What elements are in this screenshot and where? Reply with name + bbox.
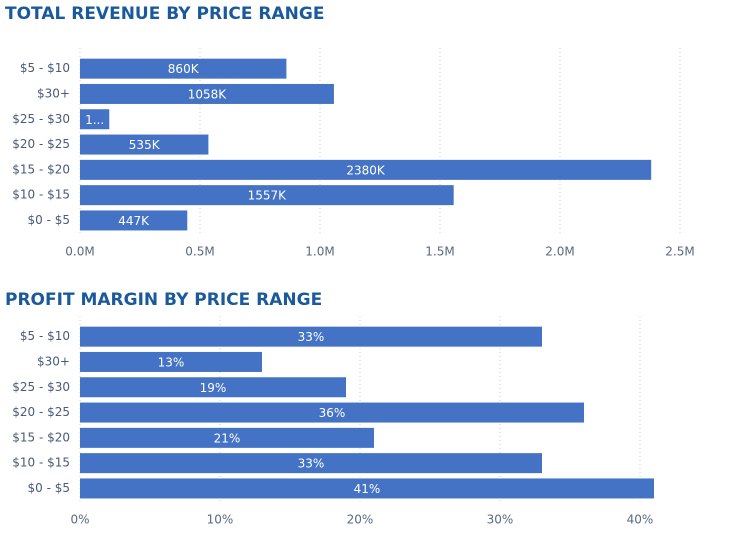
category-label: $25 - $30 (12, 380, 70, 394)
category-label: $5 - $10 (20, 61, 70, 75)
bar (80, 185, 454, 206)
x-tick-label: 10% (207, 513, 234, 527)
x-tick-label: 0.0M (65, 245, 94, 259)
x-tick-label: 0.5M (185, 245, 214, 259)
bar (80, 210, 188, 231)
chart-title: TOTAL REVENUE BY PRICE RANGE (5, 4, 324, 24)
value-label: 1058K (188, 87, 228, 101)
category-label: $10 - $15 (12, 456, 70, 470)
value-label: 19% (200, 381, 227, 395)
bar (80, 453, 542, 474)
bar (80, 427, 374, 448)
category-label: $20 - $25 (12, 137, 70, 151)
bar (80, 351, 262, 372)
bar (80, 109, 110, 130)
chart-title: PROFIT MARGIN BY PRICE RANGE (5, 290, 322, 310)
category-label: $15 - $20 (12, 162, 70, 176)
value-label: 33% (298, 330, 325, 344)
category-label: $15 - $20 (12, 430, 70, 444)
bar (80, 402, 584, 423)
value-label: 535K (129, 138, 161, 152)
x-tick-label: 1.0M (305, 245, 334, 259)
bar (80, 159, 652, 180)
value-label: 2380K (346, 163, 386, 177)
value-label: 36% (319, 406, 346, 420)
category-label: $30+ (37, 354, 70, 368)
bar (80, 83, 334, 104)
x-tick-label: 30% (487, 513, 514, 527)
value-label: 33% (298, 457, 325, 471)
value-label: 1... (85, 113, 104, 127)
value-label: 41% (354, 482, 381, 496)
category-label: $20 - $25 (12, 405, 70, 419)
category-label: $0 - $5 (28, 213, 71, 227)
x-tick-label: 20% (347, 513, 374, 527)
bar (80, 377, 346, 398)
value-label: 860K (168, 62, 200, 76)
value-label: 13% (158, 355, 185, 369)
bar (80, 134, 209, 155)
category-label: $25 - $30 (12, 112, 70, 126)
x-tick-label: 0% (70, 513, 89, 527)
value-label: 447K (118, 214, 150, 228)
bar (80, 478, 654, 499)
value-label: 21% (214, 431, 241, 445)
category-label: $0 - $5 (28, 481, 71, 495)
x-tick-label: 40% (627, 513, 654, 527)
category-label: $10 - $15 (12, 188, 70, 202)
bar (80, 58, 287, 79)
category-label: $5 - $10 (20, 329, 70, 343)
x-tick-label: 1.5M (425, 245, 454, 259)
x-tick-label: 2.0M (545, 245, 574, 259)
value-label: 1557K (248, 189, 288, 203)
x-tick-label: 2.5M (665, 245, 694, 259)
category-label: $30+ (37, 86, 70, 100)
bar (80, 326, 542, 347)
